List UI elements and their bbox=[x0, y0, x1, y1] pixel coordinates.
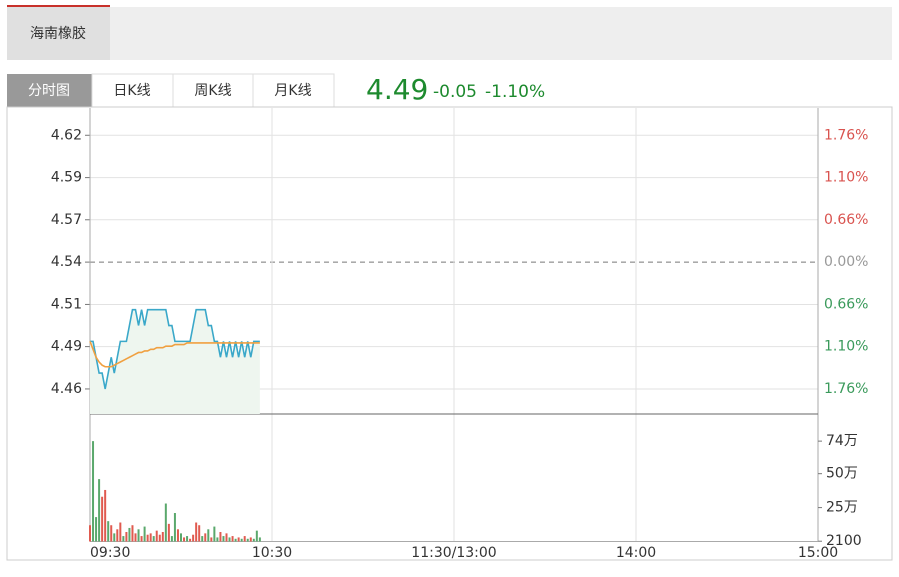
volume-bar bbox=[146, 534, 149, 542]
volume-bar bbox=[246, 538, 249, 542]
volume-bar bbox=[164, 503, 167, 542]
chart-frame bbox=[6, 106, 893, 561]
volume-bar bbox=[222, 536, 225, 542]
volume-bar bbox=[225, 533, 228, 542]
tab-label[interactable]: 日K线 bbox=[113, 83, 150, 99]
volume-bar bbox=[210, 537, 213, 542]
volume-bar bbox=[195, 522, 198, 542]
volume-bar bbox=[219, 532, 222, 542]
volume-bar bbox=[143, 526, 146, 542]
volume-bar bbox=[149, 533, 152, 542]
volume-bar bbox=[95, 517, 98, 542]
right-label: 0.66% bbox=[824, 212, 868, 228]
volume-bar bbox=[101, 496, 104, 542]
volume-tick-label: 2100 bbox=[826, 533, 862, 549]
x-tick-label: 11:30/13:00 bbox=[411, 545, 496, 561]
volume-tick-label: 74万 bbox=[826, 433, 858, 449]
volume-bar bbox=[183, 537, 186, 542]
right-label: 1.76% bbox=[824, 127, 868, 143]
y-tick-label: 4.49 bbox=[51, 339, 82, 355]
volume-bar bbox=[237, 537, 240, 542]
volume-bar bbox=[152, 536, 155, 542]
volume-bar bbox=[228, 537, 231, 542]
y-tick-label: 4.59 bbox=[51, 170, 82, 186]
volume-bar bbox=[252, 538, 255, 542]
volume-bar bbox=[198, 525, 201, 542]
volume-bar bbox=[170, 536, 173, 542]
change-percent: -1.10% bbox=[485, 82, 545, 102]
volume-tick-label: 25万 bbox=[826, 500, 858, 516]
volume-bar bbox=[204, 533, 207, 542]
volume-bar bbox=[116, 529, 119, 542]
tab-label[interactable]: 周K线 bbox=[194, 83, 231, 99]
tab-label[interactable]: 月K线 bbox=[274, 83, 311, 99]
volume-bar bbox=[110, 525, 113, 542]
volume-bar bbox=[167, 523, 170, 542]
right-label: 0.66% bbox=[824, 296, 868, 312]
volume-bar bbox=[243, 536, 246, 542]
volume-bar bbox=[213, 526, 216, 542]
volume-bar bbox=[173, 513, 176, 542]
volume-bar bbox=[176, 529, 179, 542]
volume-bar bbox=[134, 533, 137, 542]
volume-bar bbox=[89, 525, 91, 542]
y-tick-label: 4.54 bbox=[51, 254, 82, 270]
volume-bar bbox=[189, 538, 192, 542]
price-area bbox=[90, 309, 260, 414]
volume-bar bbox=[158, 534, 161, 542]
stock-tab[interactable] bbox=[7, 7, 110, 60]
volume-bar bbox=[107, 521, 110, 542]
volume-bar bbox=[201, 536, 204, 542]
tab-indicator bbox=[7, 5, 110, 7]
volume-bar bbox=[155, 530, 158, 542]
right-label: 0.00% bbox=[824, 254, 868, 270]
y-tick-label: 4.46 bbox=[51, 381, 82, 397]
volume-bar bbox=[113, 533, 116, 542]
right-label: 1.10% bbox=[824, 339, 868, 355]
volume-bar bbox=[255, 530, 258, 542]
price: 4.49 bbox=[366, 73, 428, 106]
y-tick-label: 4.51 bbox=[51, 296, 82, 312]
stock-name: 海南橡胶 bbox=[30, 25, 86, 42]
volume-bar bbox=[122, 536, 125, 542]
x-tick-label: 10:30 bbox=[252, 545, 292, 561]
x-tick-label: 15:00 bbox=[798, 545, 838, 561]
right-label: 1.76% bbox=[824, 381, 868, 397]
volume-bar bbox=[128, 527, 131, 542]
x-tick-label: 14:00 bbox=[616, 545, 656, 561]
volume-tick-label: 50万 bbox=[826, 466, 858, 482]
volume-bar bbox=[216, 537, 219, 542]
volume-bar bbox=[180, 533, 182, 542]
right-label: 1.10% bbox=[824, 170, 868, 186]
volume-bar bbox=[131, 525, 134, 542]
volume-bar bbox=[207, 529, 210, 542]
change: -0.05 bbox=[433, 82, 477, 102]
y-tick-label: 4.57 bbox=[51, 212, 82, 228]
price-line bbox=[90, 308, 260, 390]
tab[interactable] bbox=[252, 73, 335, 108]
volume-bar bbox=[137, 529, 140, 542]
volume-bar bbox=[186, 536, 189, 542]
volume-bar bbox=[98, 479, 101, 542]
x-tick-label: 09:30 bbox=[90, 545, 130, 561]
volume-bar bbox=[161, 532, 164, 542]
volume-bar bbox=[192, 534, 195, 542]
price-line bbox=[89, 341, 260, 368]
volume-bar bbox=[125, 532, 128, 542]
y-tick-label: 4.62 bbox=[51, 127, 82, 143]
volume-bar bbox=[258, 537, 261, 542]
tab-label[interactable]: 分时图 bbox=[28, 83, 70, 99]
volume-bar bbox=[249, 537, 252, 542]
volume-bar bbox=[104, 489, 107, 542]
volume-bar bbox=[119, 522, 122, 542]
volume-bar bbox=[140, 536, 143, 542]
tab-active[interactable] bbox=[7, 74, 92, 107]
header-bar bbox=[7, 7, 892, 60]
volume-bar bbox=[92, 441, 95, 542]
volume-bar bbox=[240, 538, 243, 542]
volume-bar bbox=[234, 538, 237, 542]
volume-bar bbox=[231, 536, 234, 542]
